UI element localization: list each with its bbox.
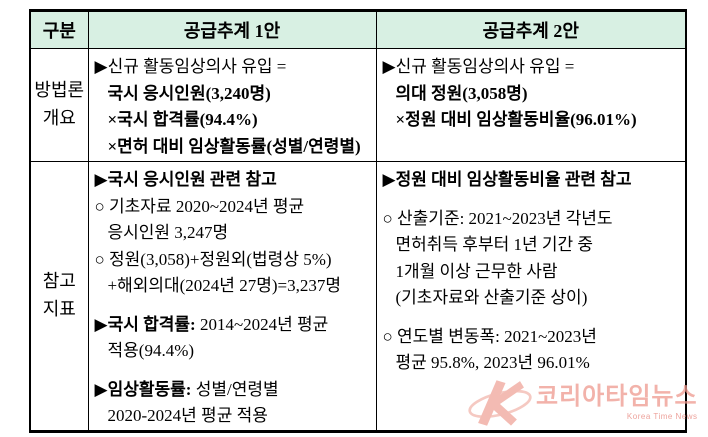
text-line: 2020-2024년 평균 적용 [94, 403, 374, 430]
table-header-row: 구분 공급추계 1안 공급추계 2안 [29, 10, 687, 49]
text-segment: 성별/연령별 [191, 379, 279, 399]
text-line: 면허취득 후부터 1년 기간 중 [382, 232, 684, 259]
text-line: (기초자료와 산출기준 상이) [382, 285, 684, 312]
supply-estimate-table: 구분 공급추계 1안 공급추계 2안 방법론 개요 ▶신규 활동임상의사 유입 … [29, 9, 687, 433]
text-line: ▶국시 합격률: 2014~2024년 평균 [94, 312, 374, 339]
text-line: 적용(94.4%) [94, 338, 374, 365]
header-cell-category: 구분 [29, 10, 89, 49]
text-segment: ○ 연도별 변동폭: 2021~2023년 [382, 326, 597, 346]
text-segment: 적용(94.4%) [107, 341, 195, 360]
header-cell-plan1: 공급추계 1안 [87, 10, 377, 49]
row-label-methodology: 방법론 개요 [29, 48, 89, 162]
text-line: 평균 95.8%, 2023년 96.01% [382, 350, 684, 377]
text-line: ▶국시 응시인원 관련 참고 [94, 167, 374, 194]
table-row-reference: 참고 지표 ▶국시 응시인원 관련 참고 ○ 기초자료 2020~2024년 평균… [29, 161, 687, 432]
header-cell-plan2: 공급추계 2안 [375, 10, 687, 49]
text-segment-bold: ▶국시 합격률: [94, 314, 196, 334]
reference-plan2-cell: ▶정원 대비 임상활동비율 관련 참고 ○ 산출기준: 2021~2023년 각년… [375, 161, 687, 432]
text-line: +해외의대(2024년 27명)=3,237명 [94, 273, 374, 300]
text-line: ○ 산출기준: 2021~2023년 각년도 [382, 206, 684, 233]
text-segment-bold: ×면허 대비 임상활동률(성별/연령별) [107, 136, 361, 156]
text-segment: ▶신규 활동임상의사 유입 = [94, 57, 287, 76]
text-segment: (기초자료와 산출기준 상이) [395, 288, 588, 307]
text-segment-bold: ▶국시 응시인원 관련 참고 [94, 170, 277, 189]
text-segment: 2014~2024년 평균 [195, 314, 329, 334]
text-line: ▶정원 대비 임상활동비율 관련 참고 [382, 167, 684, 194]
text-segment: ○ 산출기준: 2021~2023년 각년도 [382, 208, 613, 228]
text-segment: +해외의대(2024년 27명)=3,237명 [107, 276, 341, 295]
text-segment: 응시인원 3,247명 [107, 223, 229, 242]
text-line: 응시인원 3,247명 [94, 220, 374, 247]
text-line: ○ 기초자료 2020~2024년 평균 [94, 194, 374, 221]
row-label-reference: 참고 지표 [29, 161, 89, 432]
text-segment: 면허취득 후부터 1년 기간 중 [395, 235, 594, 254]
text-line: ○ 연도별 변동폭: 2021~2023년 [382, 324, 684, 351]
text-segment-bold: ▶정원 대비 임상활동비율 관련 참고 [382, 170, 632, 189]
text-segment: ○ 기초자료 2020~2024년 평균 [94, 196, 305, 216]
methodology-plan1-cell: ▶신규 활동임상의사 유입 = 국시 응시인원(3,240명) ×국시 합격률(94… [87, 48, 377, 162]
text-line: ▶임상활동률: 성별/연령별 [94, 377, 374, 404]
text-segment-bold: 국시 응시인원(3,240명) [107, 83, 271, 103]
text-segment-bold: 의대 정원(3,058명) [395, 83, 528, 103]
table-row-methodology: 방법론 개요 ▶신규 활동임상의사 유입 = 국시 응시인원(3,240명) ×국시… [29, 48, 687, 162]
text-line: ○ 정원(3,058)+정원외(법령상 5%) [94, 247, 374, 274]
methodology-plan2-cell: ▶신규 활동임상의사 유입 = 의대 정원(3,058명) ×정원 대비 임상활동비… [375, 48, 687, 162]
text-segment-bold: ▶임상활동률: [94, 379, 192, 399]
text-line: 국시 응시인원(3,240명) [94, 81, 374, 108]
text-segment-bold: ×정원 대비 임상활동비율(96.01%) [395, 110, 637, 129]
text-segment: 2020-2024년 평균 적용 [107, 406, 268, 425]
text-segment: ○ 정원(3,058)+정원외(법령상 5%) [94, 249, 332, 269]
text-segment: ▶신규 활동임상의사 유입 = [382, 57, 575, 76]
text-line: ×국시 합격률(94.4%) [94, 107, 374, 134]
text-line: 의대 정원(3,058명) [382, 81, 684, 108]
text-segment: 1개월 이상 근무한 사람 [395, 261, 558, 281]
text-line: ×정원 대비 임상활동비율(96.01%) [382, 107, 684, 134]
text-segment: 평균 95.8%, 2023년 96.01% [395, 353, 590, 372]
text-line: 1개월 이상 근무한 사람 [382, 259, 684, 286]
text-line: ▶신규 활동임상의사 유입 = [94, 54, 374, 81]
text-segment-bold: ×국시 합격률(94.4%) [107, 110, 258, 129]
text-line: ▶신규 활동임상의사 유입 = [382, 54, 684, 81]
text-line: ×면허 대비 임상활동률(성별/연령별) [94, 134, 374, 161]
